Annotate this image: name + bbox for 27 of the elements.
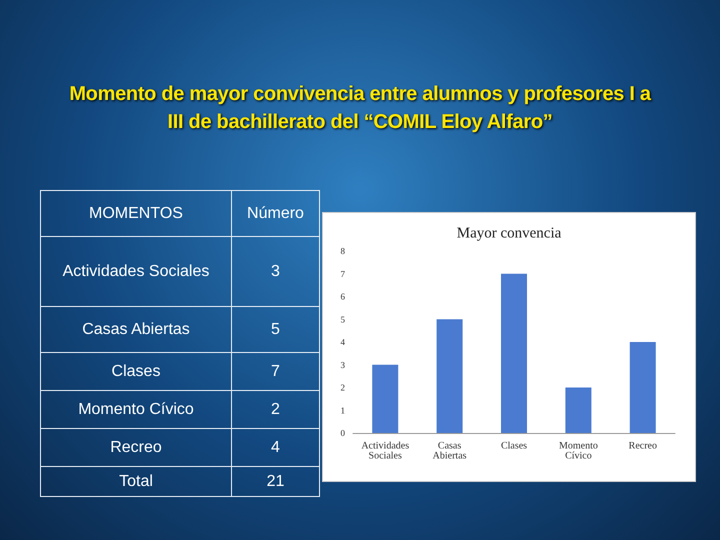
text: 7: [232, 352, 320, 390]
x-tick-label: Actividades Sociales: [361, 440, 410, 462]
y-tick-label: 7: [340, 268, 346, 279]
x-tick-label: Recreo: [628, 440, 657, 452]
y-tick-label: 0: [340, 428, 346, 438]
category-label: Momento Cívico: [78, 400, 194, 418]
chart-subtitle: Mayor convencia: [456, 226, 562, 242]
text: Número: [232, 190, 320, 236]
y-tick-label: 4: [340, 337, 346, 347]
text: Total: [40, 466, 232, 496]
text: MOMENTOS: [40, 190, 232, 236]
y-tick-label: 5: [340, 314, 346, 324]
category-label: Actividades Sociales: [62, 262, 210, 280]
y-tick-label: 1: [340, 405, 345, 416]
y-tick-label: 8: [340, 246, 346, 256]
category-label: Clases: [112, 362, 160, 380]
text: 4: [232, 428, 320, 466]
category-label: Casas Abiertas: [82, 320, 190, 338]
y-tick-label: 6: [340, 292, 346, 302]
y-tick-label: 2: [340, 382, 345, 392]
chart-title: Momento de mayor convivencia entre alumnos y profesores I a III de bachillerato del “COMIL Eloy Alfaro”: [68, 82, 652, 135]
y-tick-label: 3: [340, 360, 346, 370]
x-tick-label: Casas Abiertas: [432, 440, 467, 462]
text: 2: [232, 390, 320, 428]
text: 21: [232, 466, 320, 496]
x-tick-label: Momento Cívico: [558, 440, 598, 462]
x-tick-label: Clases: [500, 440, 528, 452]
